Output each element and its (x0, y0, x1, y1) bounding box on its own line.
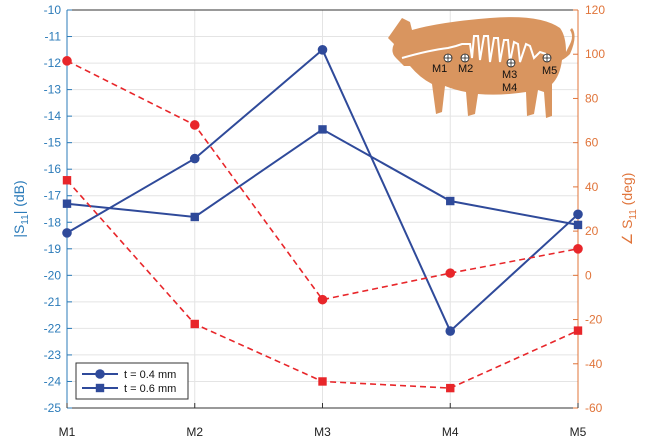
left-tick-label: -24 (44, 374, 62, 388)
data-point-square (573, 326, 583, 335)
series-2 (62, 125, 583, 230)
x-tick-label: M1 (59, 425, 76, 439)
measurement-point-label: M4 (502, 82, 517, 94)
left-tick-label: -19 (44, 242, 62, 256)
right-tick-label: 20 (585, 224, 599, 238)
right-tick-label: 100 (585, 47, 605, 61)
left-tick-label: -20 (44, 268, 62, 282)
right-tick-label: 0 (585, 268, 592, 282)
data-point-square (190, 212, 199, 222)
measurement-point-label: M1 (432, 63, 447, 75)
data-point-circle (62, 56, 72, 66)
legend-marker-circle (95, 369, 105, 379)
data-point-square (318, 377, 327, 386)
data-point-square (573, 220, 583, 230)
left-tick-label: -25 (44, 401, 62, 415)
left-tick-label: -22 (44, 321, 62, 335)
axes: -10 -11 -12 -13 -14 -15 -16 -17 -18 -19 -20 -21 -22 -… (11, 3, 639, 439)
pig-silhouette (388, 17, 575, 118)
measurement-point-label: M3 (502, 69, 517, 81)
left-tick-label: -10 (44, 3, 62, 17)
right-tick-label: 80 (585, 91, 599, 105)
data-point-square (318, 125, 327, 134)
data-point-circle (445, 268, 456, 278)
right-tick-label: 120 (585, 3, 605, 17)
right-tick-label: -40 (585, 357, 603, 371)
right-tick-label: 60 (585, 136, 599, 150)
left-tick-label: -17 (44, 189, 62, 203)
series-3 (62, 56, 583, 305)
right-tick-label: -20 (585, 313, 603, 327)
right-tick-label: 40 (585, 180, 599, 194)
left-tick-label: -21 (44, 295, 62, 309)
x-tick-label: M3 (314, 425, 331, 439)
data-point-square (446, 383, 455, 393)
pig-tract (401, 35, 547, 63)
right-axis-label: ∠ S11 (deg) (619, 173, 639, 246)
left-tick-label: -18 (44, 215, 62, 229)
data-point-circle (317, 45, 328, 55)
data-point-circle (189, 120, 200, 130)
data-point-circle (573, 209, 583, 220)
measurement-point-label: M2 (458, 63, 473, 75)
data-point-square (62, 199, 72, 208)
data-point-circle (445, 326, 456, 336)
series-layer (62, 45, 583, 393)
data-point-circle (189, 153, 200, 164)
legend-entry-label: t = 0.4 mm (124, 369, 176, 381)
left-tick-label: -13 (44, 83, 62, 97)
series-4 (62, 176, 583, 393)
left-tick-label: -12 (44, 56, 62, 70)
legend-marker-square (95, 383, 105, 393)
left-tick-label: -15 (44, 136, 62, 150)
left-tick-label: -11 (45, 30, 62, 44)
legend-entry-label: t = 0.6 mm (124, 383, 176, 395)
x-tick-label: M2 (186, 425, 203, 439)
series-line (66, 60, 579, 301)
right-tick-label: -60 (585, 401, 603, 415)
left-tick-label: -23 (44, 348, 62, 362)
measurement-point-label: M5 (542, 65, 557, 77)
x-tick-label: M5 (570, 425, 587, 439)
legend-box (75, 362, 189, 400)
x-tick-label: M4 (442, 425, 459, 439)
left-tick-label: -16 (44, 162, 62, 176)
data-point-square (62, 176, 72, 185)
data-point-circle (62, 228, 72, 238)
data-point-square (190, 319, 199, 329)
left-axis-label: |S11| (dB) (11, 180, 31, 237)
data-point-circle (317, 294, 328, 305)
data-point-circle (573, 244, 583, 254)
left-tick-label: -14 (44, 109, 62, 123)
series-1 (62, 45, 583, 336)
data-point-square (446, 196, 455, 206)
legend: t = 0.4 mm t = 0.6 mm (75, 362, 189, 400)
